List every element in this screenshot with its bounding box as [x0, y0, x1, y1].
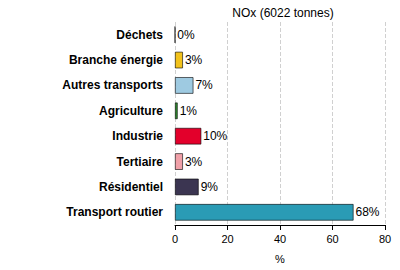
svg-text:Industrie: Industrie	[112, 129, 163, 143]
svg-text:20: 20	[221, 233, 233, 245]
svg-text:60: 60	[326, 233, 338, 245]
svg-text:Agriculture: Agriculture	[99, 104, 163, 118]
svg-text:Branche énergie: Branche énergie	[69, 53, 163, 67]
svg-text:40: 40	[274, 233, 286, 245]
svg-text:3%: 3%	[185, 53, 203, 67]
svg-text:%: %	[275, 253, 285, 265]
svg-text:7%: 7%	[195, 78, 213, 92]
svg-text:Transport routier: Transport routier	[66, 205, 163, 219]
svg-text:0: 0	[172, 233, 178, 245]
svg-text:10%: 10%	[203, 129, 227, 143]
svg-text:NOx (6022 tonnes): NOx (6022 tonnes)	[232, 6, 333, 20]
svg-text:3%: 3%	[185, 155, 203, 169]
svg-text:9%: 9%	[201, 180, 219, 194]
svg-text:80: 80	[379, 233, 391, 245]
svg-text:0%: 0%	[177, 28, 195, 42]
svg-text:Autres transports: Autres transports	[62, 78, 163, 92]
svg-text:Déchets: Déchets	[116, 28, 163, 42]
svg-text:Tertiaire: Tertiaire	[117, 155, 164, 169]
svg-text:Résidentiel: Résidentiel	[99, 180, 163, 194]
svg-text:68%: 68%	[356, 205, 380, 219]
svg-text:1%: 1%	[180, 104, 198, 118]
